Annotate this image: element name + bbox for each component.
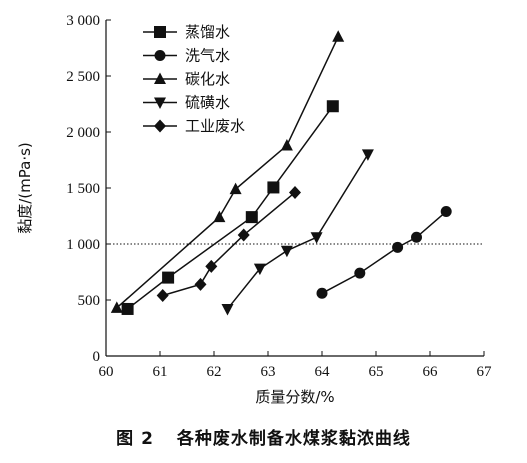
legend-marker [154,72,166,84]
series-5-point [156,289,169,303]
series-5-point [237,228,250,242]
series-5 [156,185,301,303]
legend-item-1: 蒸馏水 [143,23,230,41]
legend-marker [154,119,166,133]
series-3-point [332,30,345,42]
legend-label: 工业废水 [185,117,245,135]
series-3 [110,30,345,313]
series-2-line [321,210,447,294]
series-2-point [440,206,452,218]
series-3-point [280,138,293,151]
legend-marker [154,26,166,38]
legend-item-5: 工业废水 [143,117,245,135]
series-1-line [127,105,334,310]
legend-label: 硫磺水 [185,94,230,112]
series-1-point [245,211,258,224]
x-tick-label: 66 [423,364,439,380]
legend-item-4: 硫磺水 [143,94,230,112]
series-4-point [280,245,293,258]
legend-label: 蒸馏水 [185,23,230,41]
series-4-point [221,303,234,316]
series-3-point [110,301,123,313]
legend-marker [154,97,166,109]
x-axis-label: 质量分数/% [255,388,334,406]
series-1-point [326,100,339,113]
series-5-point [289,185,301,199]
figure-caption: 图 2 各种废水制备水煤浆黏浓曲线 [0,424,527,454]
series-5-point [194,277,207,291]
y-tick-label: 3 000 [66,13,100,29]
x-tick-label: 62 [207,364,222,380]
series-2 [316,206,452,299]
series-5-point [205,259,218,273]
series-4-point [361,149,374,161]
series-2-point [354,267,366,279]
x-tick-label: 67 [477,364,493,380]
legend-item-2: 洗气水 [143,47,230,65]
series-layer [110,30,452,316]
figure-title: 各种废水制备水煤浆黏浓曲线 [176,429,411,449]
series-4-point [253,263,266,276]
y-tick-label: 0 [93,349,101,365]
series-1-point [121,302,134,315]
series-1 [121,100,339,315]
y-tick-label: 2 500 [66,69,100,85]
series-4 [221,149,374,316]
series-2-point [392,241,404,253]
y-tick-label: 500 [78,293,101,309]
series-1-point [162,271,175,284]
legend-label: 碳化水 [185,70,230,88]
legend-marker [154,50,166,61]
series-2-point [411,231,422,243]
x-tick-label: 61 [153,364,168,380]
series-2-point [316,287,328,299]
series-1-point [267,181,280,194]
x-tick-label: 60 [99,364,114,380]
y-tick-label: 2 000 [66,125,100,141]
series-3-point [213,210,226,223]
series-3-point [229,182,242,195]
y-tick-label: 1 500 [66,181,100,197]
x-tick-label: 63 [261,364,276,380]
legend-label: 洗气水 [185,47,230,65]
legend-item-3: 碳化水 [143,70,230,88]
axes: 60 61 62 63 64 65 66 67 0 500 1 000 1 500 2 000 2 500… [66,13,492,380]
x-tick-label: 64 [315,364,331,380]
series-4-point [310,232,323,244]
viscosity-concentration-chart: 60 61 62 63 64 65 66 67 0 500 1 000 1 500 2 000 2 500… [16,13,492,406]
y-tick-label: 1 000 [66,237,100,253]
figure-number: 图 2 [116,429,154,449]
x-tick-label: 65 [369,364,384,380]
y-axis-label: 黏度/(mPa·s) [16,142,34,234]
